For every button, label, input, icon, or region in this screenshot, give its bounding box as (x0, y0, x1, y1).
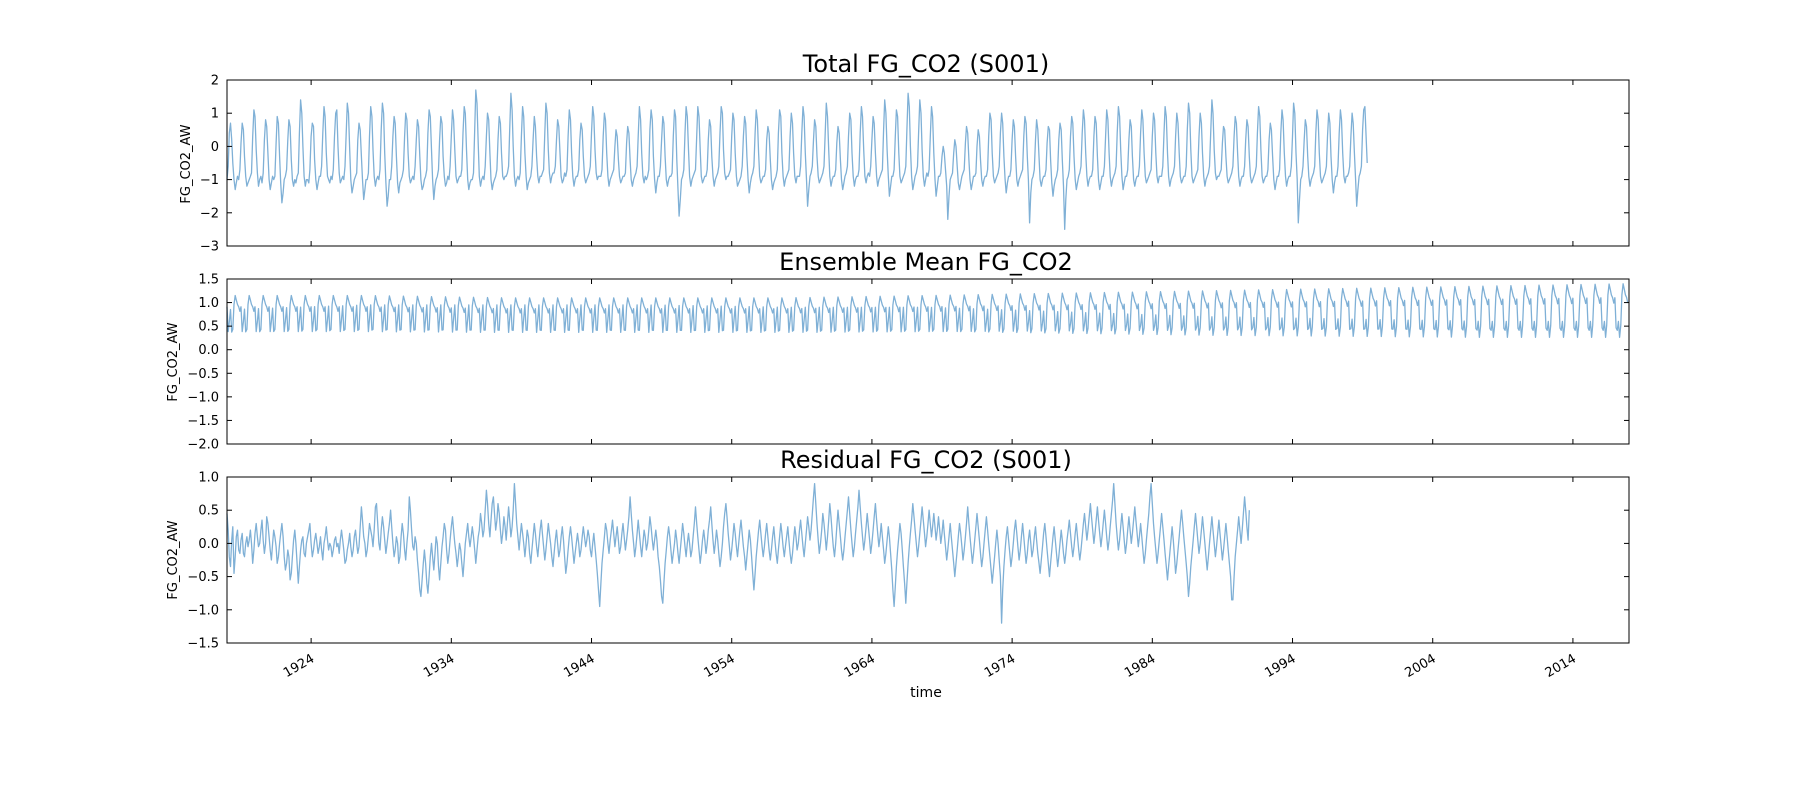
y-tick-label: −1.0 (187, 390, 219, 405)
y-tick-label: −2 (200, 206, 219, 221)
series-line (226, 89, 1368, 231)
y-tick-label: 1.0 (198, 296, 219, 311)
y-tick-label: 0.5 (198, 320, 219, 335)
panel-total: Total FG_CO2 (S001) FG_CO2_AW −3 −2 −1 0 1 2 (179, 50, 1630, 255)
panel-ensemble-mean-title: Ensemble Mean FG_CO2 (779, 248, 1073, 276)
panel-residual-title: Residual FG_CO2 (S001) (780, 446, 1072, 474)
axes-frame (226, 278, 1630, 445)
y-tick-label: −0.5 (187, 570, 219, 585)
y-tick-label: 0.0 (198, 343, 219, 358)
y-tick-label: 0.5 (198, 504, 219, 519)
y-tick-label: 1.0 (198, 471, 219, 486)
panel-ensemble-mean-plot: −2.0 −1.5 −1.0 −0.5 0.0 0.5 1.0 1.5 (187, 273, 1630, 453)
y-tick-label: 2 (211, 74, 219, 89)
panel-total-title: Total FG_CO2 (S001) (802, 50, 1049, 78)
x-axis-label: time (910, 685, 942, 701)
y-tick-label: 1 (211, 107, 219, 122)
axes-frame (226, 79, 1630, 247)
y-tick-label: −1 (200, 173, 219, 188)
panel-residual-ylabel: FG_CO2_AW (166, 520, 181, 599)
y-tick-label: 0.0 (198, 537, 219, 552)
y-tick-label: 0 (211, 140, 219, 155)
series-line (226, 482, 1250, 624)
y-tick-label: −2.0 (187, 438, 219, 453)
y-tick-label: −1.0 (187, 603, 219, 618)
y-tick-label: −1.5 (187, 414, 219, 429)
y-tick-label: 1.5 (198, 273, 219, 288)
panel-ensemble-mean: Ensemble Mean FG_CO2 FG_CO2_AW −2.0−1.5−… (166, 248, 1630, 453)
y-tick-label: −0.5 (187, 367, 219, 382)
panel-total-plot: −3 −2 −1 0 1 2 (200, 74, 1630, 255)
y-tick-label: −3 (200, 240, 219, 255)
panel-ensemble-mean-ylabel: FG_CO2_AW (166, 322, 181, 401)
panel-total-ylabel: FG_CO2_AW (179, 124, 194, 203)
y-tick-label: −1.5 (187, 637, 219, 652)
axes-frame (226, 476, 1630, 644)
series-line (226, 283, 1629, 338)
